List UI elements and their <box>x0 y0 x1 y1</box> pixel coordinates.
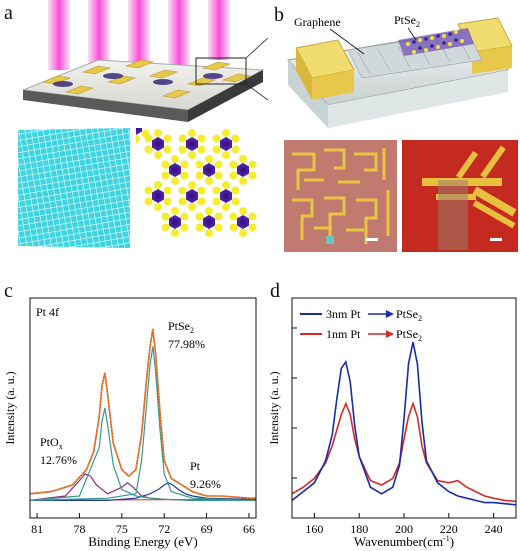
x-tick-label: 240 <box>485 522 503 536</box>
plot-frame <box>29 297 257 519</box>
y-axis-label: Intensity (a. u.) <box>3 371 17 444</box>
series-line-3nm-pt <box>291 341 517 506</box>
y-axis-label: Intensity (a. u.) <box>267 371 281 444</box>
panel-letter-d: d <box>270 280 280 302</box>
zoom-highlight-box <box>195 57 247 85</box>
x-tick-label: 69 <box>201 522 213 536</box>
panel-letter-c: c <box>4 280 13 302</box>
device-array-schematic <box>22 0 268 122</box>
x-axis-label: Wavenumber(cm-1) <box>354 534 454 549</box>
x-tick-label: 200 <box>395 522 413 536</box>
light-beam <box>208 0 230 60</box>
light-beam <box>168 0 190 72</box>
xps-chart: 81 78 75 72 69 66 Pt 4f Intensity (a. u.) Bin… <box>3 297 257 549</box>
light-beam <box>48 0 70 70</box>
panel-letter-a: a <box>4 2 13 24</box>
series-line-pt <box>30 482 256 501</box>
single-device-schematic: Graphene PtSe2 <box>287 13 513 128</box>
annotation-pt-name: Pt <box>190 459 201 473</box>
ptse2-layer <box>398 28 474 56</box>
legend-target-3nm: PtSe2 <box>396 307 422 323</box>
legend-label-1nm: 1nm Pt <box>326 327 361 341</box>
annotation-pt-value: 9.26% <box>190 477 221 491</box>
device-base-side <box>328 70 508 128</box>
light-beam <box>128 0 150 80</box>
x-tick-label: 75 <box>116 522 128 536</box>
ptse2-flakes <box>53 73 223 87</box>
legend-label-3nm: 3nm Pt <box>326 307 361 321</box>
legend-target-1nm: PtSe2 <box>396 327 422 343</box>
scale-bar <box>490 238 502 241</box>
x-tick-label: 78 <box>73 522 85 536</box>
series-line-1nm-pt <box>291 401 517 503</box>
x-tick-label: 220 <box>440 522 458 536</box>
label-graphene: Graphene <box>294 15 341 29</box>
corner-label: Pt 4f <box>36 305 59 319</box>
series-line-ptse2 <box>29 407 256 501</box>
light-beam <box>88 0 110 75</box>
annotation-ptse2-name: PtSe2 <box>168 319 194 335</box>
annotation-ptox-value: 12.76% <box>40 453 77 467</box>
raman-chart: 160 180 200 220 240 Intensity (a. u.) Wavenu… <box>267 297 517 549</box>
lattice-grid-image <box>18 128 130 248</box>
device-base-side <box>288 60 328 128</box>
x-tick-label: 66 <box>243 522 255 536</box>
ptse2-crystal-structure <box>136 128 257 237</box>
x-tick-label: 81 <box>31 522 43 536</box>
panel-letter-b: b <box>274 4 284 26</box>
scale-bar <box>366 238 378 241</box>
x-tick-label: 180 <box>350 522 368 536</box>
optical-micrograph-array <box>284 140 397 252</box>
substrate-slab-side <box>23 90 188 122</box>
series-line-fit <box>29 328 256 499</box>
annotation-ptse2-value: 77.98% <box>168 337 205 351</box>
annotation-ptox-name: PtOx <box>40 435 63 451</box>
legend: 3nm Pt PtSe2 1nm Pt PtSe2 <box>300 307 422 343</box>
label-ptse2: PtSe2 <box>394 13 420 29</box>
series-line-ptse2_b <box>29 346 256 501</box>
substrate-slab-side <box>188 70 263 122</box>
optical-micrograph-device <box>402 140 518 252</box>
gold-electrodes <box>41 59 252 99</box>
flake-region <box>438 180 468 250</box>
molecule-unit <box>136 128 150 143</box>
x-tick-label: 72 <box>158 522 170 536</box>
x-axis-label: Binding Energy (eV) <box>88 534 198 549</box>
series-line-data <box>29 328 256 499</box>
x-tick-label: 160 <box>305 522 323 536</box>
